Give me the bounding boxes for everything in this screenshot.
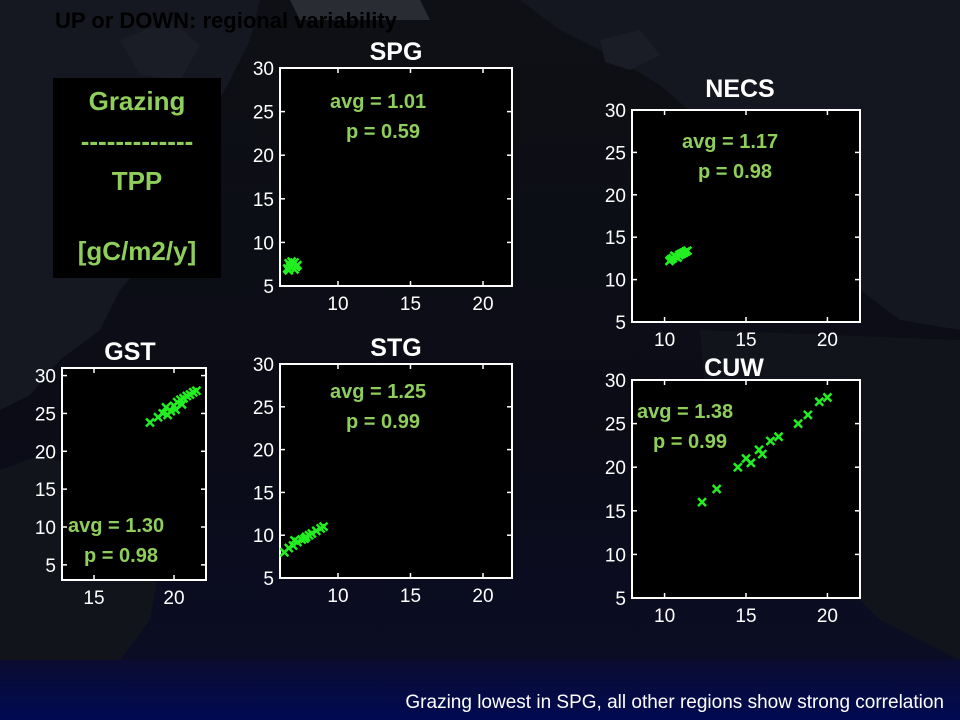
spg-p-label: p = 0.59 [346, 121, 420, 143]
necs-ytick-label: 25 [605, 143, 626, 164]
cuw-avg-label: avg = 1.38 [637, 401, 733, 423]
cuw-data-point [822, 392, 833, 403]
necs-xtick-label: 15 [735, 330, 756, 351]
cuw-data-point [697, 497, 707, 507]
gst-ytick-label: 20 [35, 442, 56, 463]
stg-plot-frame [279, 363, 513, 579]
necs-xtick-label: 10 [654, 330, 675, 351]
necs-ytick-label: 5 [615, 313, 626, 334]
necs-plot-frame [631, 109, 861, 323]
cuw-ytick-label: 5 [615, 589, 626, 610]
spg-xtick-label: 10 [327, 294, 348, 315]
necs-data-point [666, 254, 676, 265]
gst-xtick-label: 20 [163, 588, 184, 609]
gst-ytick-label: 10 [35, 518, 56, 539]
gst-ytick-label: 25 [35, 404, 56, 425]
necs-data-point [680, 246, 691, 257]
spg-plot-title: SPG [370, 38, 423, 66]
cuw-ytick-label: 20 [605, 458, 626, 479]
cuw-data-point [711, 484, 722, 494]
necs-ytick-label: 20 [605, 186, 626, 207]
cuw-xtick-label: 10 [654, 606, 675, 627]
gst-data-point [191, 385, 202, 396]
cuw-data-point [773, 431, 784, 442]
stg-ytick-label: 5 [263, 569, 274, 590]
stg-xtick-label: 15 [400, 586, 421, 607]
gst-avg-label: avg = 1.30 [68, 515, 164, 537]
slide-title: UP or DOWN: regional variability [55, 8, 397, 33]
spg-xtick-label: 20 [472, 294, 493, 315]
gst-ytick-label: 30 [35, 367, 56, 388]
spg-ytick-label: 25 [253, 103, 274, 124]
gst-p-label: p = 0.98 [84, 545, 158, 567]
legend-units: [gC/m2/y] [77, 236, 197, 266]
cuw-data-point [757, 449, 768, 460]
necs-ytick-label: 15 [605, 228, 626, 249]
legend-tpp: TPP [111, 166, 163, 196]
cuw-xtick-label: 15 [735, 606, 756, 627]
gst-plot-title: GST [104, 338, 155, 366]
stg-ytick-label: 15 [253, 483, 274, 504]
scatter-plots: 10 15 20 5 10 15 20 25 30 SPG avg = 1.01 p = 0.59 10… [35, 38, 861, 627]
cuw-ytick-label: 15 [605, 502, 626, 523]
cuw-data-point [765, 436, 776, 446]
gst-data-point [177, 399, 187, 410]
cuw-ytick-label: 25 [605, 415, 626, 436]
gst-xtick-label: 15 [83, 588, 104, 609]
stg-data-point [289, 535, 300, 546]
legend-divider: ------------- [80, 126, 194, 156]
necs-ytick-label: 10 [605, 271, 626, 292]
stg-ytick-label: 25 [253, 398, 274, 419]
legend-grazing: Grazing [88, 86, 186, 116]
spg-data-point [289, 257, 300, 268]
necs-plot-title: NECS [705, 75, 774, 103]
spg-data-point [283, 265, 294, 276]
cuw-p-label: p = 0.99 [653, 431, 727, 453]
cuw-ytick-label: 30 [605, 371, 626, 392]
cuw-data-point [803, 409, 813, 420]
gst-data-point [162, 410, 173, 420]
stg-p-label: p = 0.99 [346, 411, 420, 433]
footer-bar: Grazing lowest in SPG, all other regions… [0, 660, 960, 720]
cuw-xtick-label: 20 [817, 606, 838, 627]
cuw-data-point [746, 457, 756, 468]
spg-ytick-label: 15 [253, 190, 274, 211]
cuw-plot-title: CUW [704, 354, 764, 382]
spg-ytick-label: 20 [253, 146, 274, 167]
stg-ytick-label: 30 [253, 355, 274, 376]
spg-ytick-label: 10 [253, 233, 274, 254]
stg-xtick-label: 20 [472, 586, 493, 607]
spg-ytick-label: 30 [253, 59, 274, 80]
cuw-ytick-label: 10 [605, 545, 626, 566]
stg-plot-title: STG [370, 334, 421, 362]
stg-ytick-label: 20 [253, 441, 274, 462]
footer-caption: Grazing lowest in SPG, all other regions… [405, 692, 944, 713]
necs-ytick-label: 30 [605, 101, 626, 122]
cuw-data-point [814, 396, 825, 407]
necs-avg-label: avg = 1.17 [682, 131, 778, 153]
gst-ytick-label: 5 [45, 556, 56, 577]
cuw-data-point [732, 462, 743, 473]
stg-data-point [318, 521, 329, 532]
necs-xtick-label: 20 [817, 330, 838, 351]
spg-xtick-label: 15 [400, 294, 421, 315]
cuw-data-point [793, 418, 803, 429]
spg-avg-label: avg = 1.01 [330, 91, 426, 113]
stg-ytick-label: 10 [253, 526, 274, 547]
necs-p-label: p = 0.98 [698, 161, 772, 183]
gst-ytick-label: 15 [35, 480, 56, 501]
legend-box: Grazing ------------- TPP [gC/m2/y] [53, 78, 221, 278]
spg-plot-frame [279, 67, 513, 287]
stg-avg-label: avg = 1.25 [330, 381, 426, 403]
stg-data-point [299, 533, 310, 544]
spg-ytick-label: 5 [263, 277, 274, 298]
gst-data-point [145, 417, 155, 428]
stg-xtick-label: 10 [327, 586, 348, 607]
